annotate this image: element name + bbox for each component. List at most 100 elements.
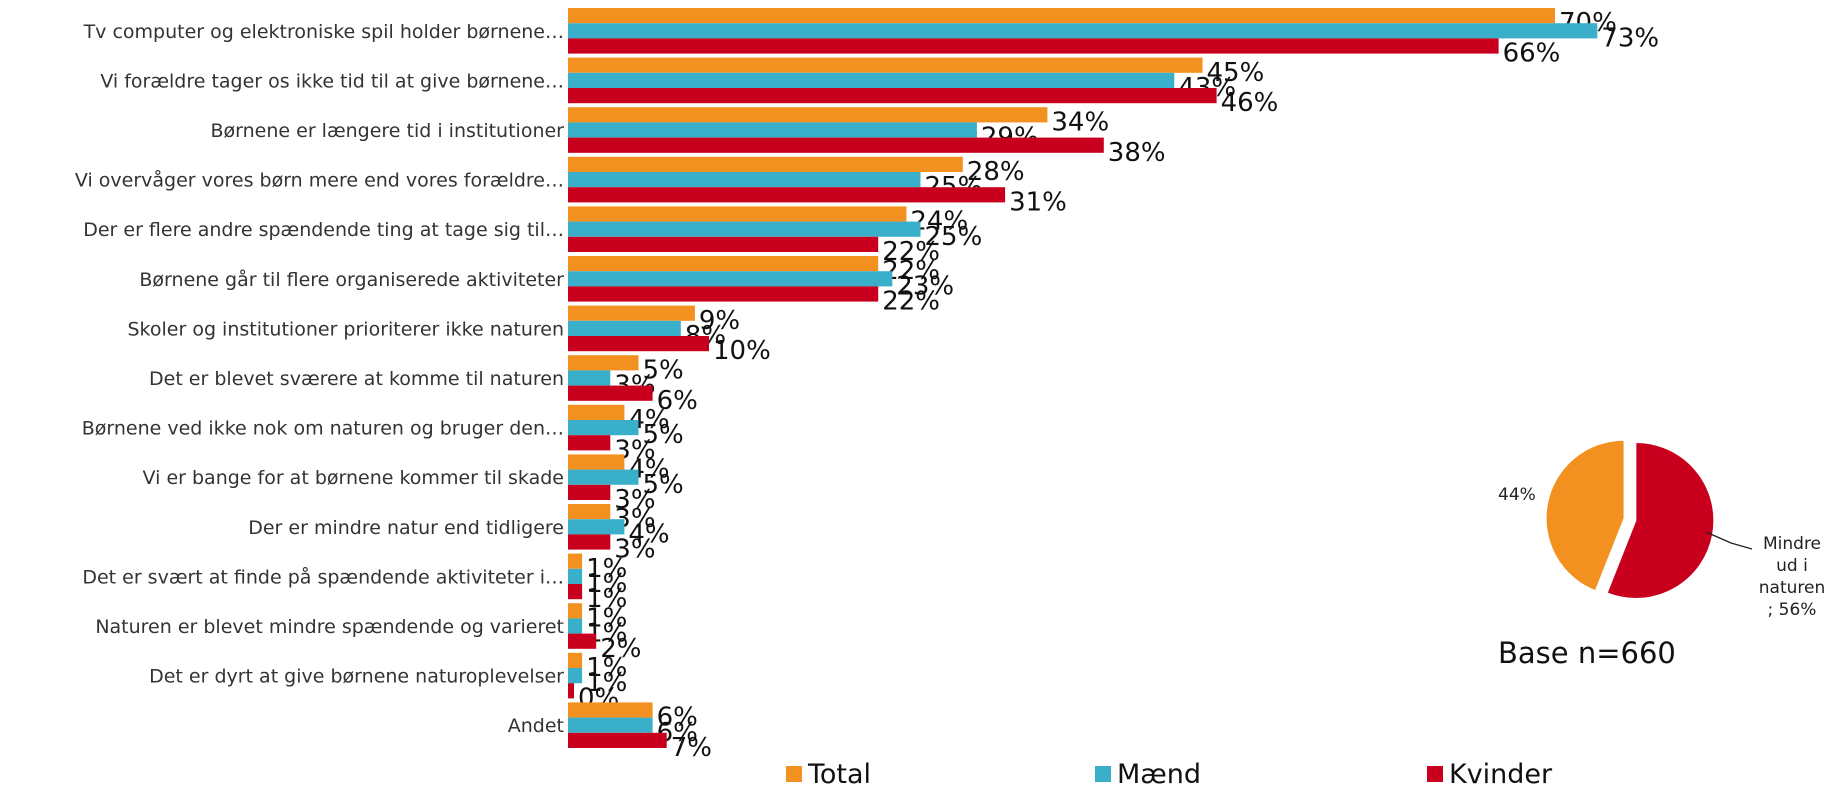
data-label: 34% xyxy=(1051,107,1109,137)
bar-kvinder xyxy=(568,732,667,748)
bar-total xyxy=(568,652,583,668)
category-label: Der er flere andre spændende ting at tag… xyxy=(83,219,564,241)
bar-m-nd xyxy=(568,519,625,535)
bar-kvinder xyxy=(568,137,1104,153)
category-label: Andet xyxy=(508,715,564,737)
bar-m-nd xyxy=(568,172,921,188)
bar-m-nd xyxy=(568,717,653,733)
data-label: 66% xyxy=(1503,39,1561,69)
bar-total xyxy=(568,107,1048,123)
data-label: 5% xyxy=(643,470,684,500)
bar-total xyxy=(568,156,963,172)
bar-m-nd xyxy=(568,221,921,237)
legend: Total Mænd Kvinder xyxy=(786,759,1553,786)
category-label: Der er mindre natur end tidligere xyxy=(248,517,564,539)
legend-label: Kvinder xyxy=(1449,759,1553,786)
data-label: 45% xyxy=(1207,58,1265,88)
bar-m-nd xyxy=(568,122,977,138)
data-label: 7% xyxy=(671,733,712,763)
legend-swatch xyxy=(786,766,802,782)
data-label: 28% xyxy=(967,157,1025,187)
category-label: Tv computer og elektroniske spil holder … xyxy=(83,21,564,43)
bar-kvinder xyxy=(568,534,611,550)
bar-m-nd xyxy=(568,568,583,584)
data-label: 38% xyxy=(1108,138,1166,168)
bar-kvinder xyxy=(568,336,709,352)
bar-total xyxy=(568,206,907,222)
data-label: 2% xyxy=(600,634,641,664)
bar-total xyxy=(568,256,879,272)
data-label: 25% xyxy=(925,222,983,252)
bar-kvinder xyxy=(568,435,611,451)
bar-m-nd xyxy=(568,469,639,485)
category-label: Det er dyrt at give børnene naturoplevel… xyxy=(149,666,564,688)
bar-total xyxy=(568,8,1555,24)
legend-label: Total xyxy=(807,759,871,786)
bar-chart: Tv computer og elektroniske spil holder … xyxy=(75,8,1659,763)
data-label: 1% xyxy=(586,569,627,599)
base-note: Base n=660 xyxy=(1498,636,1676,670)
bar-m-nd xyxy=(568,370,611,386)
data-label: 10% xyxy=(713,336,771,366)
data-label: 3% xyxy=(614,485,655,515)
data-label: 6% xyxy=(657,703,698,733)
bar-total xyxy=(568,603,583,619)
bar-kvinder xyxy=(568,187,1006,203)
category-label: Vi er bange for at børnene kommer til sk… xyxy=(143,467,564,489)
data-label: 1% xyxy=(586,668,627,698)
bar-total xyxy=(568,355,639,371)
pie-leader-line xyxy=(1705,531,1753,550)
category-label: Det er svært at finde på spændende aktiv… xyxy=(82,565,564,588)
bar-kvinder xyxy=(568,88,1217,104)
category-label: Vi forældre tager os ikke tid til at giv… xyxy=(100,70,564,92)
bar-kvinder xyxy=(568,236,879,252)
category-label: Børnene er længere tid i institutioner xyxy=(210,120,564,142)
pie-slice-label: 44% xyxy=(1498,485,1536,505)
bar-kvinder xyxy=(568,584,583,600)
legend-swatch xyxy=(1095,766,1111,782)
pie-slice-label: Mindre ud i naturen; 56% xyxy=(1759,534,1825,620)
data-label: 5% xyxy=(643,420,684,450)
data-label: 22% xyxy=(882,287,940,317)
bar-total xyxy=(568,553,583,569)
bar-kvinder xyxy=(568,484,611,500)
category-label: Skoler og institutioner prioriterer ikke… xyxy=(127,318,564,340)
bar-m-nd xyxy=(568,72,1175,88)
bar-total xyxy=(568,57,1203,73)
bar-m-nd xyxy=(568,618,583,634)
data-label: 22% xyxy=(882,237,940,267)
bar-total xyxy=(568,454,625,470)
data-label: 3% xyxy=(614,535,655,565)
legend-swatch xyxy=(1427,766,1443,782)
data-label: 46% xyxy=(1221,88,1279,118)
pie-chart: 44% Mindre ud i naturen; 56% Base n=660 xyxy=(1498,439,1825,670)
bar-kvinder xyxy=(568,633,597,649)
bar-m-nd xyxy=(568,668,583,684)
category-label: Børnene går til flere organiserede aktiv… xyxy=(139,268,564,291)
bar-total xyxy=(568,504,611,520)
data-label: 1% xyxy=(586,584,627,614)
data-label: 73% xyxy=(1601,23,1659,53)
bar-m-nd xyxy=(568,271,893,287)
bar-kvinder xyxy=(568,286,879,302)
bar-total xyxy=(568,305,695,321)
bar-total xyxy=(568,702,653,718)
bar-m-nd xyxy=(568,420,639,436)
category-label: Naturen er blevet mindre spændende og va… xyxy=(95,616,564,638)
bar-kvinder xyxy=(568,385,653,401)
data-label: 9% xyxy=(699,306,740,336)
legend-label: Mænd xyxy=(1117,759,1201,786)
data-label: 4% xyxy=(628,519,669,549)
bar-kvinder xyxy=(568,683,574,699)
category-label: Det er blevet sværere at komme til natur… xyxy=(149,368,564,390)
bar-total xyxy=(568,404,625,420)
pie-slice xyxy=(1545,439,1625,592)
data-label: 1% xyxy=(586,653,627,683)
data-label: 5% xyxy=(643,355,684,385)
data-label: 1% xyxy=(586,554,627,584)
category-label: Børnene ved ikke nok om naturen og bruge… xyxy=(82,418,564,440)
data-label: 31% xyxy=(1009,187,1067,217)
data-label: 6% xyxy=(657,386,698,416)
category-label: Vi overvåger vores børn mere end vores f… xyxy=(75,169,564,192)
